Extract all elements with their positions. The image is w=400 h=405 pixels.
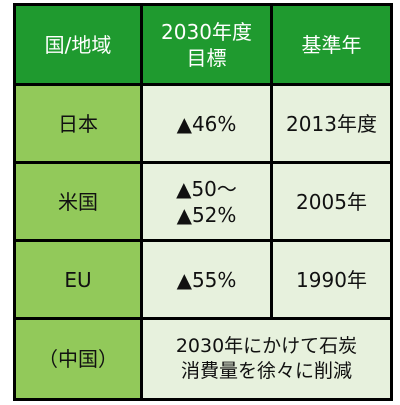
base-year-value: 2013年度 (286, 111, 377, 136)
target-value-line1: ▲50～ (176, 176, 237, 201)
base-year-value: 1990年 (296, 267, 367, 292)
target-cell-japan: ▲46% (140, 83, 273, 164)
target-value: ▲55% (176, 267, 237, 292)
emission-targets-table: 国/地域 2030年度 目標 基準年 日本 ▲46% 2013年度 米国 ▲50… (13, 3, 393, 401)
target-value-line2: ▲52% (176, 202, 237, 227)
region-label: （中国） (38, 347, 118, 371)
header-base-year: 基準年 (270, 3, 393, 86)
target-cell-usa: ▲50～ ▲52% (140, 161, 273, 242)
base-year-cell-japan: 2013年度 (270, 83, 393, 164)
target-cell-eu: ▲55% (140, 239, 273, 320)
base-year-cell-usa: 2005年 (270, 161, 393, 242)
note-line2: 消費量を徐々に削減 (180, 360, 352, 382)
table-row-japan: 日本 ▲46% 2013年度 (13, 83, 393, 164)
table-row-china: （中国） 2030年にかけて石炭 消費量を徐々に削減 (13, 317, 393, 401)
header-target: 2030年度 目標 (140, 3, 273, 86)
region-cell-eu: EU (13, 239, 143, 320)
header-region-label: 国/地域 (44, 32, 112, 57)
region-label: 米国 (58, 189, 98, 214)
target-value: ▲46% (176, 111, 237, 136)
note-line1: 2030年にかけて石炭 (175, 335, 358, 358)
note-cell-china: 2030年にかけて石炭 消費量を徐々に削減 (140, 317, 393, 401)
region-label: 日本 (58, 111, 98, 136)
table-header-row: 国/地域 2030年度 目標 基準年 (13, 3, 393, 86)
header-target-line2: 目標 (186, 45, 227, 70)
region-cell-usa: 米国 (13, 161, 143, 242)
region-cell-japan: 日本 (13, 83, 143, 164)
header-target-line1: 2030年度 (161, 19, 252, 44)
table-row-eu: EU ▲55% 1990年 (13, 239, 393, 320)
base-year-cell-eu: 1990年 (270, 239, 393, 320)
region-cell-china: （中国） (13, 317, 143, 401)
table-row-usa: 米国 ▲50～ ▲52% 2005年 (13, 161, 393, 242)
header-region: 国/地域 (13, 3, 143, 86)
header-base-year-label: 基準年 (301, 32, 362, 57)
region-label: EU (64, 267, 92, 292)
base-year-value: 2005年 (296, 189, 367, 214)
